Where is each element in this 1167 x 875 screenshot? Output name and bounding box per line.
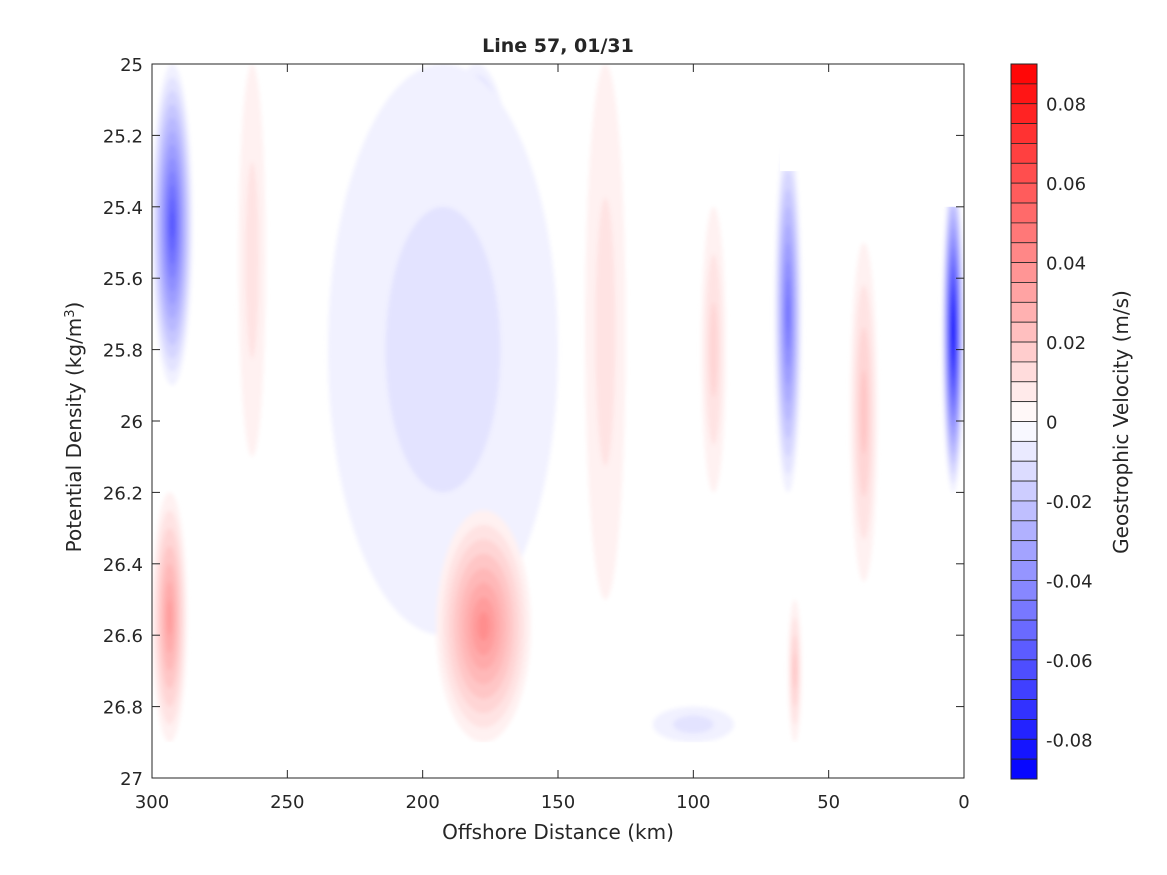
contour-band (860, 370, 867, 455)
colorbar-bin (1011, 561, 1037, 581)
colorbar-bin (1011, 700, 1037, 720)
chart-title: Line 57, 01/31 (482, 35, 634, 57)
colorbar-tick-label: -0.08 (1046, 730, 1093, 751)
colorbar-ticks: 0.08 0.06 0.04 0.02 0 -0.02 -0.04 -0.06 -0.08 (1046, 95, 1093, 752)
colorbar-bin (1011, 580, 1037, 600)
x-tick-label: 200 (405, 792, 439, 813)
colorbar-tick-label: -0.06 (1046, 651, 1093, 672)
y-axis-label-main: Potential Density (kg/m (62, 318, 86, 553)
y-axis-label: Potential Density (kg/m3) (62, 302, 86, 553)
colorbar-bin (1011, 243, 1037, 263)
colorbar-bin (1011, 541, 1037, 561)
y-tick-label: 26.6 (103, 626, 143, 647)
no-data-region (742, 64, 780, 135)
colorbar-bin (1011, 362, 1037, 382)
x-tick-label: 300 (135, 792, 169, 813)
colorbar-bin (1011, 183, 1037, 203)
contour-band (953, 322, 954, 341)
contour-band (171, 211, 174, 238)
colorbar-bin (1011, 203, 1037, 223)
y-tick-label: 27 (120, 769, 143, 790)
colorbar-bin (1011, 759, 1037, 779)
colorbar-bin (1011, 223, 1037, 243)
colorbar-bin (1011, 660, 1037, 680)
y-tick-label: 26.8 (103, 698, 143, 719)
colorbar-bin (1011, 302, 1037, 322)
colorbar-bin (1011, 501, 1037, 521)
y-tick-label: 25 (120, 55, 143, 76)
colorbar-bin (1011, 422, 1037, 442)
x-tick-label: 250 (270, 792, 304, 813)
y-axis-label-superscript: 3 (63, 309, 78, 317)
x-tick-label: 100 (676, 792, 710, 813)
y-tick-label: 26.4 (103, 555, 143, 576)
colorbar-bin (1011, 481, 1037, 501)
colorbar-bin (1011, 620, 1037, 640)
colorbar-tick-label: 0.02 (1046, 333, 1086, 354)
colorbar-bin (1011, 104, 1037, 124)
colorbar-bin (1011, 163, 1037, 183)
colorbar-bin (1011, 739, 1037, 759)
colorbar-bin (1011, 342, 1037, 362)
contour-band (385, 207, 500, 493)
colorbar-bin (1011, 521, 1037, 541)
y-tick-label: 25.2 (103, 126, 143, 147)
colorbar-bin (1011, 124, 1037, 144)
contour-band (673, 716, 714, 734)
colorbar-bin (1011, 263, 1037, 283)
contour-band (167, 600, 172, 636)
colorbar-bin (1011, 441, 1037, 461)
colorbar-bin (1011, 680, 1037, 700)
x-tick-label: 50 (817, 792, 840, 813)
colorbar-bin (1011, 382, 1037, 402)
colorbar-tick-label: 0 (1046, 413, 1057, 434)
colorbar-bin (1011, 600, 1037, 620)
contour-band (245, 162, 259, 358)
colorbar-bin (1011, 402, 1037, 422)
colorbar-bin (1011, 143, 1037, 163)
colorbar (1011, 64, 1037, 779)
chart-figure: Line 57, 01/31 300 250 200 150 100 50 0 25 25.2… (0, 0, 1167, 875)
colorbar-tick-label: 0.04 (1046, 254, 1086, 275)
x-tick-label: 0 (958, 792, 969, 813)
colorbar-tick-label: -0.04 (1046, 571, 1093, 592)
colorbar-bin (1011, 640, 1037, 660)
contour-band (787, 296, 790, 332)
y-tick-label: 25.8 (103, 341, 143, 362)
y-tick-label: 25.6 (103, 269, 143, 290)
colorbar-label: Geostrophic Velocity (m/s) (1109, 290, 1133, 554)
colorbar-bin (1011, 461, 1037, 481)
x-tick-label: 150 (541, 792, 575, 813)
y-tick-label: 25.4 (103, 198, 143, 219)
colorbar-bin (1011, 282, 1037, 302)
colorbar-tick-label: 0.06 (1046, 174, 1086, 195)
colorbar-bin (1011, 84, 1037, 104)
contour-band (595, 198, 615, 466)
colorbar-bin (1011, 719, 1037, 739)
colorbar-tick-label: -0.02 (1046, 492, 1093, 513)
contour-band (710, 302, 718, 397)
no-data-region (780, 64, 923, 171)
y-tick-label: 26 (120, 412, 143, 433)
colorbar-bin (1011, 322, 1037, 342)
colorbar-tick-label: 0.08 (1046, 95, 1086, 116)
x-axis-label: Offshore Distance (km) (442, 820, 674, 844)
colorbar-bin (1011, 64, 1037, 84)
contour-band (793, 653, 796, 689)
no-data-region (639, 64, 707, 100)
y-axis-label-close: ) (62, 302, 86, 310)
y-tick-label: 26.2 (103, 483, 143, 504)
contour-band (478, 612, 490, 641)
